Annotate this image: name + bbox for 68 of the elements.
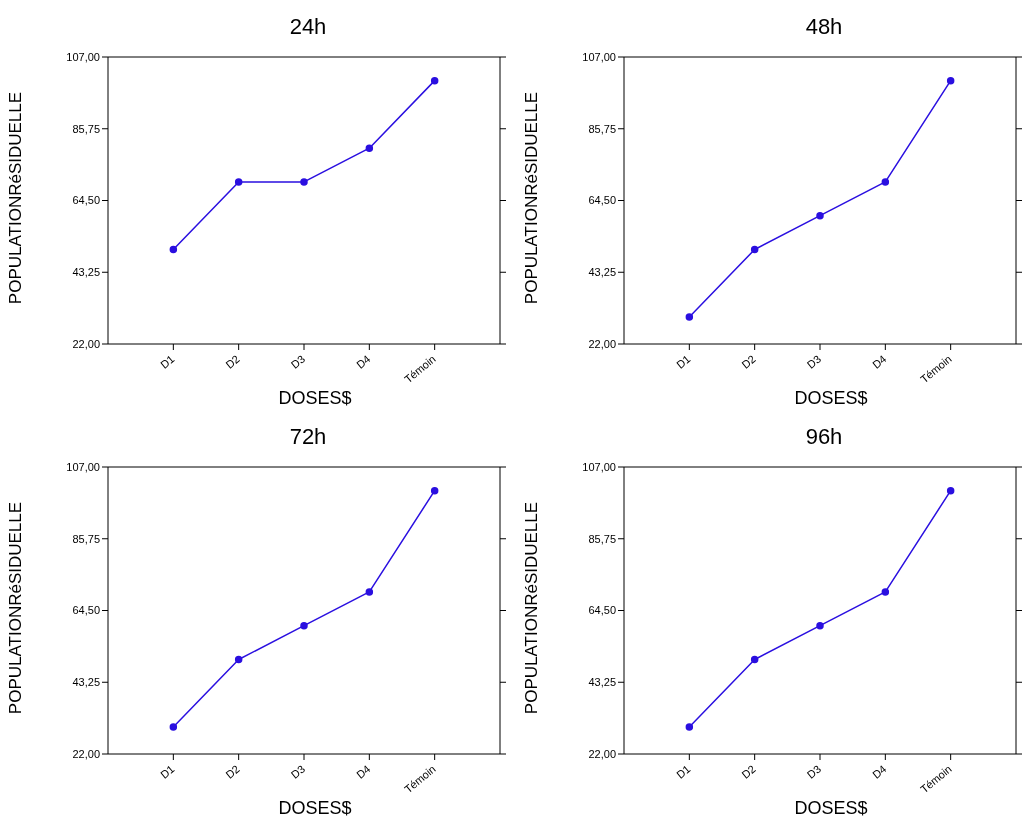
point xyxy=(816,621,824,630)
x-axis-title: DOSES$ xyxy=(793,388,869,409)
y-tick-label: 43,25 xyxy=(72,266,100,279)
y-tick-label: 22,00 xyxy=(72,747,100,760)
chart-title: 48h xyxy=(804,14,844,40)
x-tick-label: D1 xyxy=(674,762,693,781)
chart-title: 24h xyxy=(288,14,328,40)
x-tick-label: D2 xyxy=(739,352,758,371)
point xyxy=(430,76,439,85)
chart-title: 72h xyxy=(288,424,328,450)
point xyxy=(169,723,178,731)
y-tick-label: 107,00 xyxy=(66,50,100,63)
x-tick-label: D2 xyxy=(223,762,242,781)
point xyxy=(365,144,374,152)
y-tick-label: 64,50 xyxy=(72,604,100,617)
point xyxy=(300,178,308,186)
y-tick-label: 107,00 xyxy=(66,460,100,473)
point xyxy=(881,178,890,186)
point xyxy=(946,486,955,495)
y-tick-label: 43,25 xyxy=(588,266,616,279)
point xyxy=(881,588,890,596)
x-axis-title: DOSES$ xyxy=(277,388,353,409)
x-tick-label: D3 xyxy=(288,352,308,371)
y-tick-label: 22,00 xyxy=(72,337,100,350)
y-tick-label: 107,00 xyxy=(582,460,616,473)
y-axis-title: POPULATIONRéSIDUELLE xyxy=(522,90,542,307)
x-tick-label: D3 xyxy=(804,762,824,781)
x-tick-label: D4 xyxy=(354,762,373,781)
x-tick-label: D3 xyxy=(288,762,308,781)
y-axis-title: POPULATIONRéSIDUELLE xyxy=(6,500,26,717)
y-tick-label: 85,75 xyxy=(72,122,100,135)
x-tick-label: D4 xyxy=(870,762,889,781)
point xyxy=(169,245,178,254)
y-tick-label: 85,75 xyxy=(588,122,616,135)
y-tick-label: 85,75 xyxy=(588,532,616,545)
point xyxy=(300,621,308,630)
y-axis-title: POPULATIONRéSIDUELLE xyxy=(6,90,26,307)
x-axis-title: DOSES$ xyxy=(277,798,353,819)
x-tick-label: D4 xyxy=(354,352,373,371)
y-tick-label: 64,50 xyxy=(588,194,616,207)
chart-title: 96h xyxy=(804,424,844,450)
point xyxy=(685,723,694,731)
x-tick-label: D1 xyxy=(158,352,177,371)
x-tick-label: D1 xyxy=(158,762,177,781)
y-axis-title: POPULATIONRéSIDUELLE xyxy=(522,500,542,717)
y-tick-label: 64,50 xyxy=(72,194,100,207)
x-tick-label: D2 xyxy=(223,352,242,371)
x-tick-label: D1 xyxy=(674,352,693,371)
point xyxy=(365,588,374,596)
y-tick-label: 22,00 xyxy=(588,747,616,760)
y-tick-label: 64,50 xyxy=(588,604,616,617)
y-tick-label: 43,25 xyxy=(72,676,100,689)
y-tick-label: 107,00 xyxy=(582,50,616,63)
point xyxy=(816,211,824,220)
x-tick-label: D3 xyxy=(804,352,824,371)
x-tick-label: D2 xyxy=(739,762,758,781)
point xyxy=(234,178,243,186)
y-tick-label: 43,25 xyxy=(588,676,616,689)
y-tick-label: 22,00 xyxy=(588,337,616,350)
point xyxy=(234,655,243,664)
point xyxy=(750,245,759,254)
x-axis-title: DOSES$ xyxy=(793,798,869,819)
point xyxy=(750,655,759,664)
y-tick-label: 85,75 xyxy=(72,532,100,545)
point xyxy=(946,76,955,85)
point xyxy=(685,313,694,321)
x-tick-label: D4 xyxy=(870,352,889,371)
point xyxy=(430,486,439,495)
